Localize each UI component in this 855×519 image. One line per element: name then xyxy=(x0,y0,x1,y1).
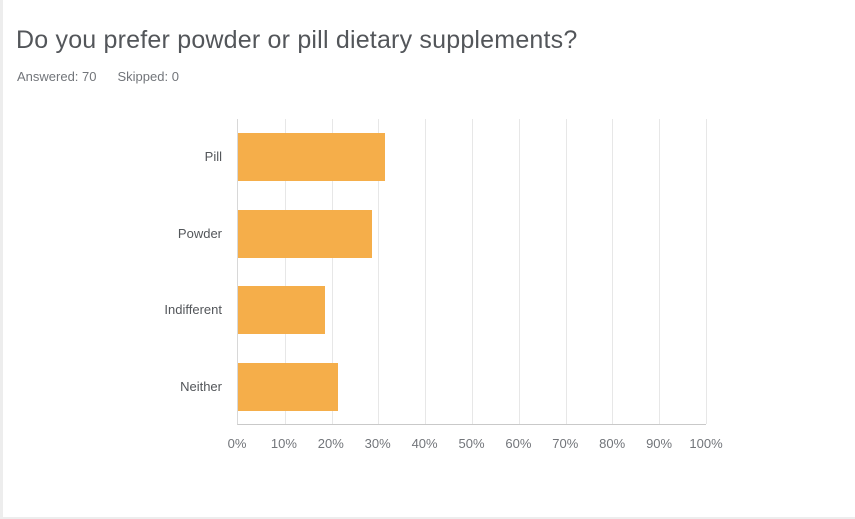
x-tick-label: 0% xyxy=(227,436,247,451)
gridline xyxy=(284,119,286,424)
response-meta: Answered: 70 Skipped: 0 xyxy=(17,69,179,84)
gridline xyxy=(612,119,614,424)
category-label-neither: Neither xyxy=(180,378,222,394)
answered-count: Answered: 70 xyxy=(17,69,97,84)
x-axis-labels: 0% 10% 20% 30% 40% 50% 60% 70% 80% 90% 100% xyxy=(228,436,723,456)
x-tick-label: 80% xyxy=(599,436,626,451)
page-left-edge xyxy=(0,0,3,519)
x-tick-label: 100% xyxy=(689,436,723,451)
plot-area xyxy=(237,119,707,425)
bar-pill[interactable] xyxy=(238,133,386,182)
gridline xyxy=(659,119,661,424)
gridline xyxy=(565,119,567,424)
question-title: Do you prefer powder or pill dietary sup… xyxy=(16,26,578,54)
gridline xyxy=(425,119,427,424)
category-label-powder: Powder xyxy=(177,225,222,241)
x-tick-label: 30% xyxy=(364,436,391,451)
skipped-count: Skipped: 0 xyxy=(117,69,179,84)
gridline xyxy=(331,119,333,424)
x-tick-label: 90% xyxy=(646,436,673,451)
gridline xyxy=(706,119,707,424)
x-tick-label: 40% xyxy=(411,436,438,451)
x-tick-label: 60% xyxy=(505,436,532,451)
x-tick-label: 10% xyxy=(270,436,297,451)
x-tick-label: 50% xyxy=(458,436,485,451)
page-bottom-edge xyxy=(0,517,855,519)
y-axis-labels: Pill Powder Indifferent Neither xyxy=(0,119,222,425)
x-tick-label: 70% xyxy=(552,436,579,451)
gridline xyxy=(518,119,520,424)
category-label-pill: Pill xyxy=(204,149,222,165)
gridline xyxy=(472,119,473,424)
gridline xyxy=(378,119,380,424)
bar-indifferent[interactable] xyxy=(238,286,325,335)
bar-neither[interactable] xyxy=(238,362,339,411)
category-label-indifferent: Indifferent xyxy=(164,302,222,318)
bar-powder[interactable] xyxy=(238,209,372,258)
x-tick-label: 20% xyxy=(317,436,344,451)
